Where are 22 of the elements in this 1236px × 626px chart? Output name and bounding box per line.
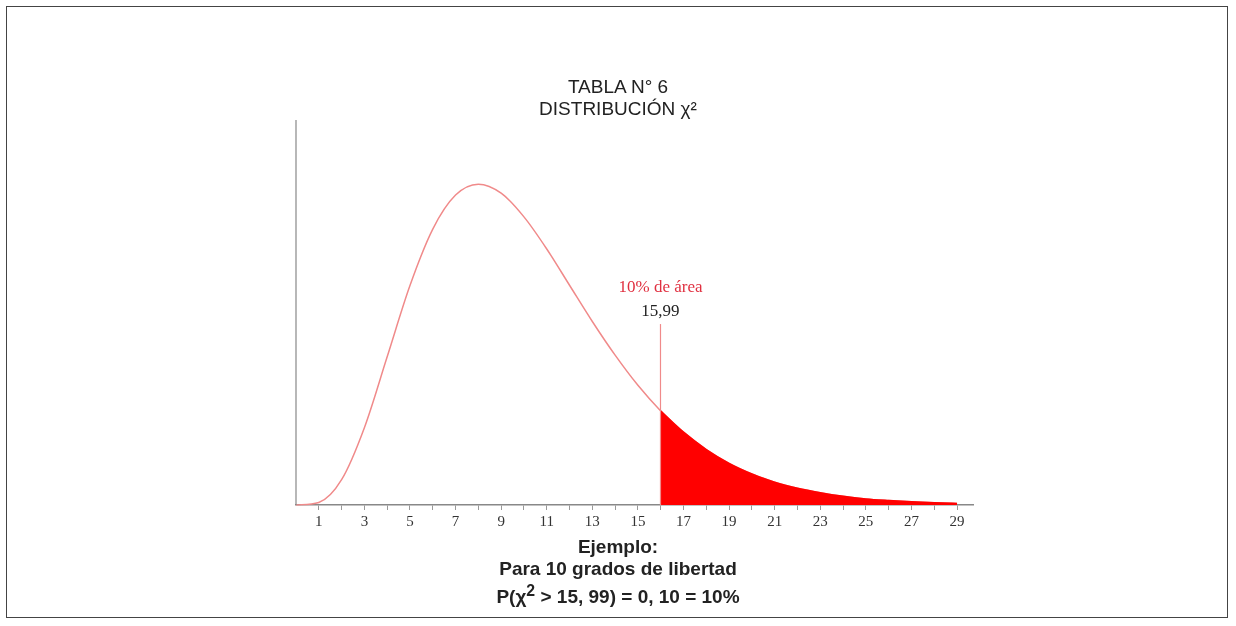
x-tick-label: 29 [949, 512, 965, 529]
x-tick-label: 21 [767, 512, 783, 529]
text: Ejemplo: [576, 536, 660, 558]
x-tick-label: 19 [721, 512, 737, 529]
x-tick-label: 7 [451, 512, 460, 529]
x-tick-label: 5 [406, 512, 414, 529]
x-tick-label: 17 [676, 512, 692, 529]
x-tick-label: 11 [539, 512, 554, 529]
text: Para 10 grados de libertad [498, 558, 738, 580]
x-tick-label: 15 [630, 512, 646, 529]
x-tick-label: 9 [497, 512, 505, 529]
x-tick-label: 13 [584, 512, 600, 529]
chart-subtitle: DISTRIBUCIÓN χ² [538, 98, 698, 120]
chart-title: TABLA N° 6 [566, 76, 670, 98]
text: P(χ$^{2}$ > 15, 99) = 0, 10 = 10% [495, 581, 741, 609]
ref-line-label: 15,99 [641, 301, 680, 321]
x-tick-label: 3 [360, 512, 369, 529]
x-tick-label: 23 [812, 512, 828, 529]
x-tick-label: 1 [315, 512, 323, 529]
x-tick-label: 27 [903, 512, 920, 529]
x-tick-label: 25 [858, 512, 874, 529]
annotation: 10% de área [618, 277, 703, 297]
